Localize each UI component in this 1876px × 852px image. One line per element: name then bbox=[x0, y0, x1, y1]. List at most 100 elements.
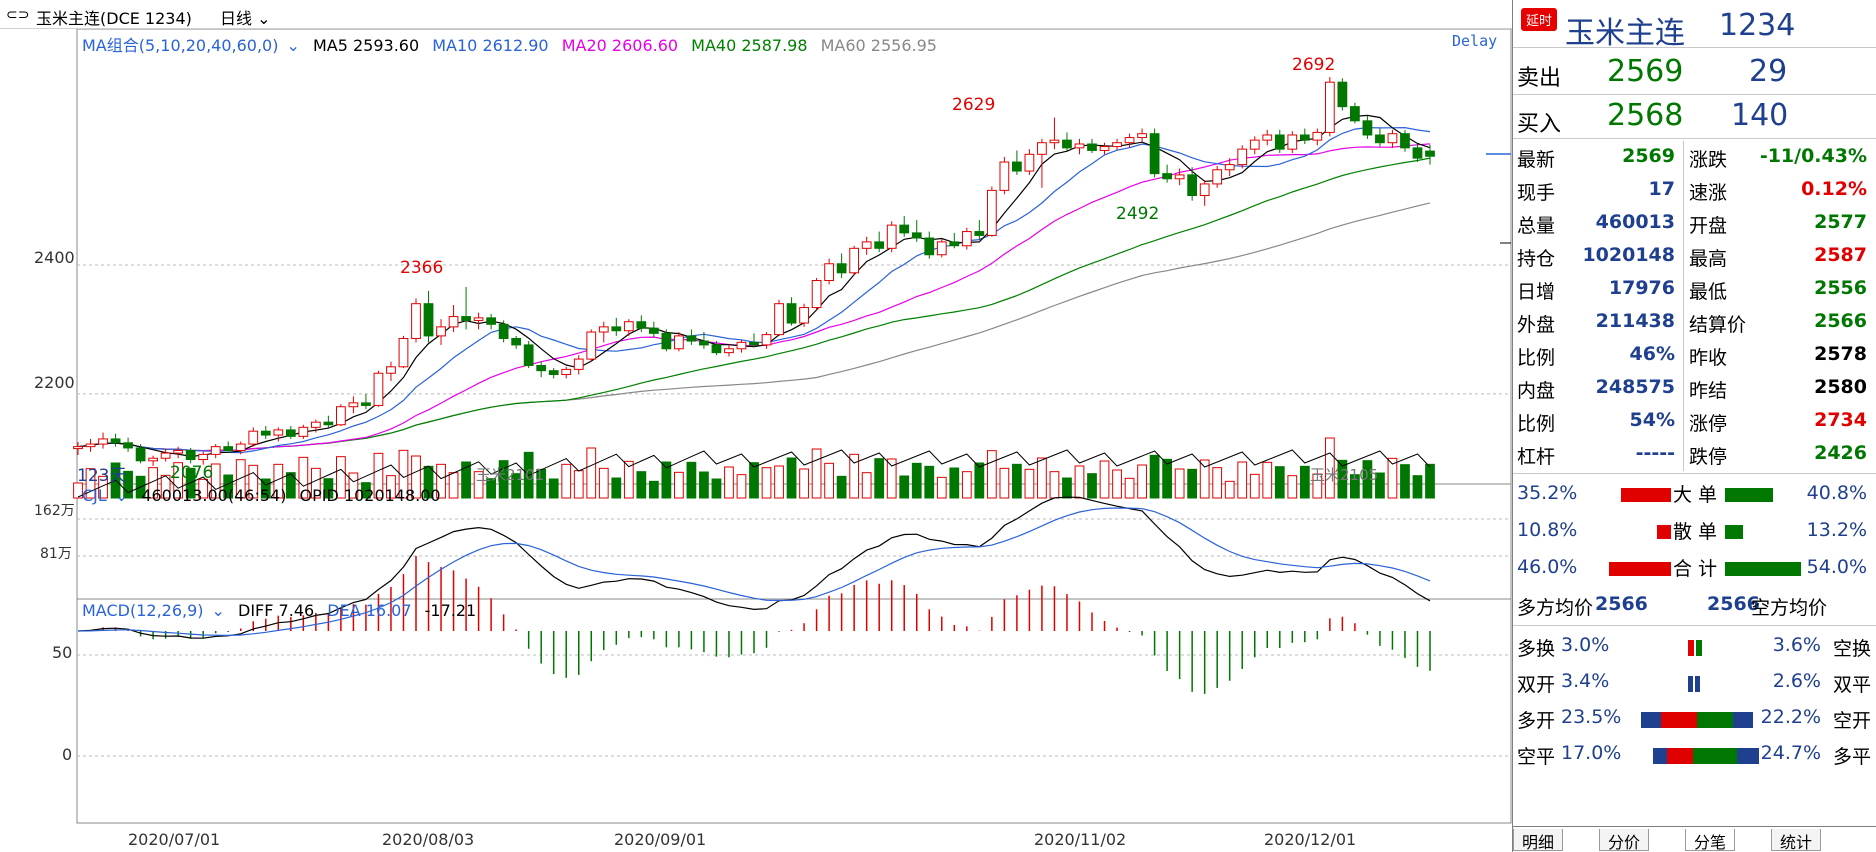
long-avg-value: 2566 bbox=[1595, 593, 1648, 615]
tab-ticks[interactable]: 分笔 bbox=[1685, 829, 1736, 852]
volume-bar bbox=[361, 482, 371, 499]
sell-volume: 29 bbox=[1749, 54, 1788, 89]
y-axis-label: 2400 bbox=[34, 248, 75, 267]
ma10-label: MA10 2612.90 bbox=[432, 36, 549, 55]
quote-label: 内盘 bbox=[1517, 380, 1556, 402]
x-axis-label: 2020/08/03 bbox=[382, 830, 475, 849]
candle-body bbox=[561, 368, 572, 376]
candle-body bbox=[1062, 139, 1072, 149]
volume-bar bbox=[1412, 475, 1423, 499]
volume-bar bbox=[736, 474, 747, 499]
volume-bar bbox=[1237, 461, 1248, 499]
volume-bar bbox=[1199, 459, 1210, 499]
quote-label: 结算价 bbox=[1689, 314, 1747, 336]
candle-body bbox=[536, 365, 547, 372]
flow-left-label: 空平 bbox=[1517, 746, 1556, 768]
candle-body bbox=[336, 406, 346, 426]
order-left-pct: 10.8% bbox=[1517, 519, 1578, 541]
quote-value: 248575 bbox=[1595, 376, 1675, 398]
ma-legend: MA组合(5,10,20,40,60,0) ⌄ MA5 2593.60 MA10 … bbox=[82, 32, 945, 56]
flow-bar bbox=[1661, 712, 1697, 728]
volume-bar bbox=[1362, 460, 1373, 499]
candle-body bbox=[185, 450, 196, 461]
tab-statistics[interactable]: 统计 bbox=[1771, 829, 1822, 852]
volume-bar bbox=[1099, 460, 1110, 499]
volume-bar bbox=[1049, 471, 1060, 499]
short-avg-label: 空方均价 bbox=[1751, 597, 1828, 619]
candle-body bbox=[899, 224, 910, 234]
quote-value: 17 bbox=[1648, 178, 1675, 200]
candle-body bbox=[411, 303, 421, 339]
flow-right-label: 双平 bbox=[1832, 674, 1871, 696]
volume-bar bbox=[899, 475, 910, 499]
candle-body bbox=[285, 429, 296, 437]
candle-body bbox=[1249, 139, 1260, 150]
chevron-down-icon: ⌄ bbox=[252, 9, 271, 28]
quote-label: 杠杆 bbox=[1517, 446, 1556, 468]
quote-value: 460013 bbox=[1595, 211, 1675, 233]
candle-body bbox=[761, 334, 772, 346]
ma5-label: MA5 2593.60 bbox=[312, 36, 420, 55]
candle-body bbox=[724, 348, 734, 354]
order-left-pct: 46.0% bbox=[1517, 556, 1578, 578]
buy-bar bbox=[1725, 562, 1801, 576]
flow-left-label: 双开 bbox=[1517, 674, 1556, 696]
candle-body bbox=[135, 447, 146, 462]
volume-bar bbox=[598, 467, 609, 499]
candle-body bbox=[1287, 134, 1298, 150]
link-icon[interactable]: ⊂⊃ bbox=[6, 7, 30, 23]
buy-bar bbox=[1725, 525, 1743, 539]
quote-value: 54% bbox=[1629, 409, 1675, 431]
candle-body bbox=[661, 332, 672, 350]
macd-indicator-label[interactable]: MACD(12,26,9) bbox=[82, 601, 204, 620]
quote-value: 2580 bbox=[1814, 376, 1867, 398]
volume-bar bbox=[260, 478, 271, 499]
flow-bar bbox=[1667, 748, 1693, 764]
contract-label: 玉米2105 bbox=[1310, 466, 1379, 484]
flow-right-value: 3.6% bbox=[1772, 634, 1821, 656]
chart-canvas[interactable] bbox=[0, 29, 1512, 852]
chevron-down-icon[interactable]: ⌄ bbox=[114, 486, 129, 505]
flow-right-value: 24.7% bbox=[1760, 742, 1821, 764]
candle-body bbox=[1112, 142, 1122, 148]
chevron-down-icon[interactable]: ⌄ bbox=[286, 36, 300, 55]
chevron-down-icon[interactable]: ⌄ bbox=[211, 601, 225, 620]
volume-bar bbox=[874, 458, 885, 499]
candle-body bbox=[1299, 134, 1310, 141]
period-selector[interactable]: 日线 ⌄ bbox=[220, 9, 271, 28]
candle-body bbox=[861, 241, 872, 249]
quote-value: 2578 bbox=[1814, 343, 1867, 365]
candle-body bbox=[774, 303, 784, 336]
order-right-pct: 40.8% bbox=[1806, 482, 1867, 504]
ma-group-label[interactable]: MA组合(5,10,20,40,60,0) bbox=[82, 36, 279, 55]
tab-price-breakdown[interactable]: 分价 bbox=[1599, 829, 1650, 852]
volume-bar bbox=[1400, 464, 1410, 499]
volume-indicator-label[interactable]: CJL bbox=[82, 486, 107, 505]
volume-bar bbox=[1299, 465, 1310, 499]
flow-bar bbox=[1693, 748, 1737, 764]
candle-body bbox=[786, 303, 797, 324]
volume-bar bbox=[486, 478, 496, 499]
volume-bar bbox=[548, 478, 559, 499]
flow-right-value: 2.6% bbox=[1772, 670, 1821, 692]
high-annotation: 2366 bbox=[400, 258, 444, 278]
flow-bar bbox=[1697, 712, 1733, 728]
candle-body bbox=[1049, 139, 1060, 144]
volume-bar bbox=[1112, 469, 1122, 499]
buy-bar bbox=[1725, 488, 1773, 502]
candle-body bbox=[1199, 183, 1210, 197]
volume-bar bbox=[498, 460, 509, 499]
tab-detail[interactable]: 明细 bbox=[1513, 829, 1564, 852]
ma40-line bbox=[77, 157, 1431, 452]
sell-bar bbox=[1609, 562, 1671, 576]
volume-bar bbox=[1149, 454, 1160, 499]
volume-bar bbox=[285, 472, 296, 499]
quote-value: 2556 bbox=[1814, 277, 1867, 299]
volume-bar bbox=[185, 467, 196, 499]
candle-body bbox=[523, 344, 534, 367]
volume-bar bbox=[561, 463, 572, 499]
flow-bar bbox=[1737, 748, 1759, 764]
ma40-label: MA40 2587.98 bbox=[691, 36, 808, 55]
candle-body bbox=[210, 446, 221, 455]
volume-bar bbox=[849, 453, 860, 499]
